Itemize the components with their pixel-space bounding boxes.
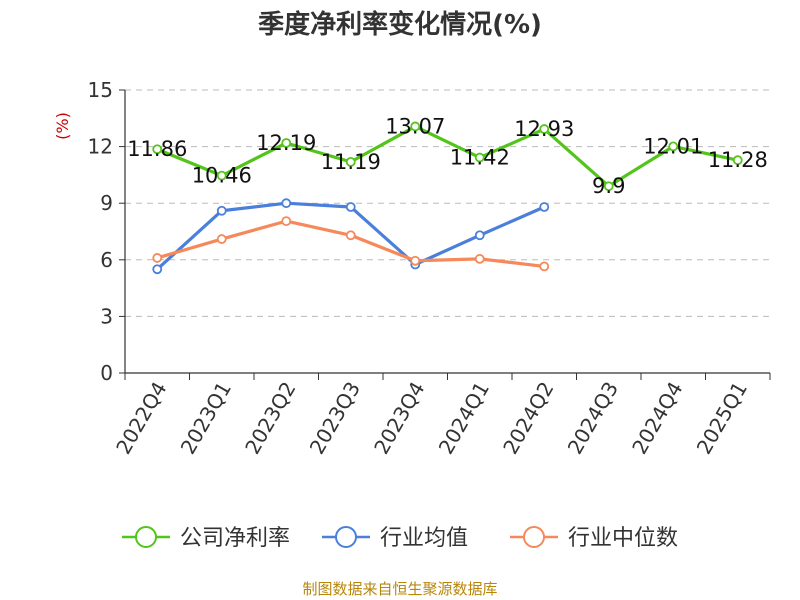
data-point[interactable] [539,202,550,212]
legend-label: 行业中位数 [568,526,678,551]
data-point[interactable] [152,144,163,155]
x-tick-label: 2024Q3 [563,378,623,459]
data-point[interactable] [539,124,550,134]
data-point[interactable] [474,253,485,264]
legend[interactable]: 公司净利率 行业均值 行业中位数 [122,526,678,551]
data-point[interactable] [603,181,614,192]
y-tick-label: 9 [100,191,113,215]
data-label: 13.07 [385,114,445,138]
data-point[interactable] [152,264,163,275]
x-tick-label: 2024Q4 [627,378,687,459]
data-point[interactable] [281,138,292,148]
data-point[interactable] [345,230,356,241]
data-label: 11.86 [127,137,187,161]
x-tick-label: 2023Q1 [176,378,236,459]
legend-item-1[interactable]: 行业均值 [322,526,468,551]
data-point[interactable] [539,261,550,272]
legend-marker [523,526,545,548]
legend-item-0[interactable]: 公司净利率 [122,526,290,551]
legend-item-2[interactable]: 行业中位数 [510,526,678,551]
legend-label: 公司净利率 [180,526,290,551]
series-lines [152,121,743,275]
y-tick-label: 12 [88,135,113,159]
data-point[interactable] [216,234,227,244]
source-note: 制图数据来自恒生聚源数据库 [302,580,498,598]
data-label: 12.19 [256,131,316,155]
data-label: 10.46 [192,164,252,188]
data-point[interactable] [216,170,227,181]
legend-label: 行业均值 [380,526,468,551]
data-point[interactable] [732,155,743,166]
x-tick-label: 2025Q1 [692,378,752,459]
chart-title: 季度净利率变化情况(%) [258,10,542,40]
data-point[interactable] [345,202,356,212]
data-point[interactable] [281,216,292,227]
data-label: 12.93 [514,117,574,141]
legend-marker [335,526,357,548]
data-point[interactable] [216,205,227,216]
y-tick-label: 0 [100,361,113,385]
data-point[interactable] [345,156,356,167]
data-label: 11.42 [450,146,510,170]
data-point[interactable] [474,152,485,163]
y-tick-label: 6 [100,248,113,272]
series-line-0 [156,124,739,188]
x-tick-label: 2023Q3 [305,378,365,459]
data-label: 12.01 [643,134,703,158]
x-tick-label: 2024Q1 [434,378,494,459]
data-point[interactable] [152,253,163,263]
gridlines [125,89,770,317]
x-tick-label: 2024Q2 [498,378,558,459]
data-point[interactable] [668,141,679,152]
data-point[interactable] [281,198,292,209]
y-axis-title: (%) [53,112,72,140]
data-point[interactable] [410,121,421,132]
x-tick-label: 2022Q4 [111,378,171,459]
x-tick-label: 2023Q4 [369,378,429,459]
y-tick-label: 3 [100,304,113,328]
data-label: 11.28 [708,148,768,172]
y-tick-label: 15 [88,78,113,102]
x-tick-label: 2023Q2 [240,378,300,459]
data-point[interactable] [474,230,485,241]
legend-marker [135,526,157,548]
data-label: 11.19 [321,150,381,174]
data-point[interactable] [410,255,421,266]
data-label: 9.9 [592,174,625,198]
